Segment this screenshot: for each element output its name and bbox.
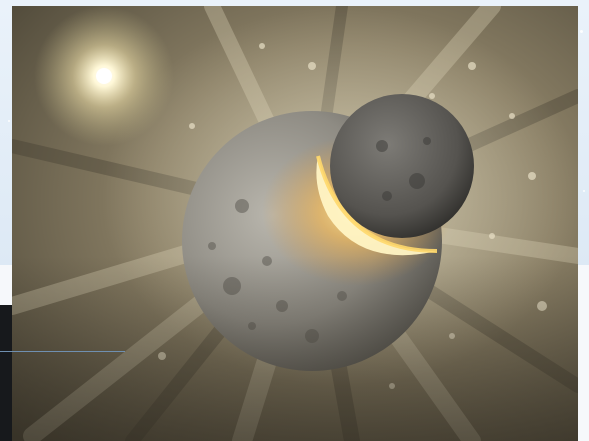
impact-crescent: [316, 156, 437, 256]
impact-rim: [316, 155, 438, 253]
decorative-dot: [580, 30, 583, 33]
decorative-dot: [583, 190, 585, 192]
small-planet: [330, 94, 474, 238]
small-planet-texture: [376, 137, 431, 201]
sun: [96, 68, 112, 84]
guide-line: [0, 351, 125, 352]
artwork-svg: [12, 6, 578, 441]
side-bar: [0, 305, 12, 441]
bottom-shadow: [12, 256, 578, 441]
collision-artwork: [12, 6, 578, 441]
decorative-dot: [8, 120, 10, 122]
